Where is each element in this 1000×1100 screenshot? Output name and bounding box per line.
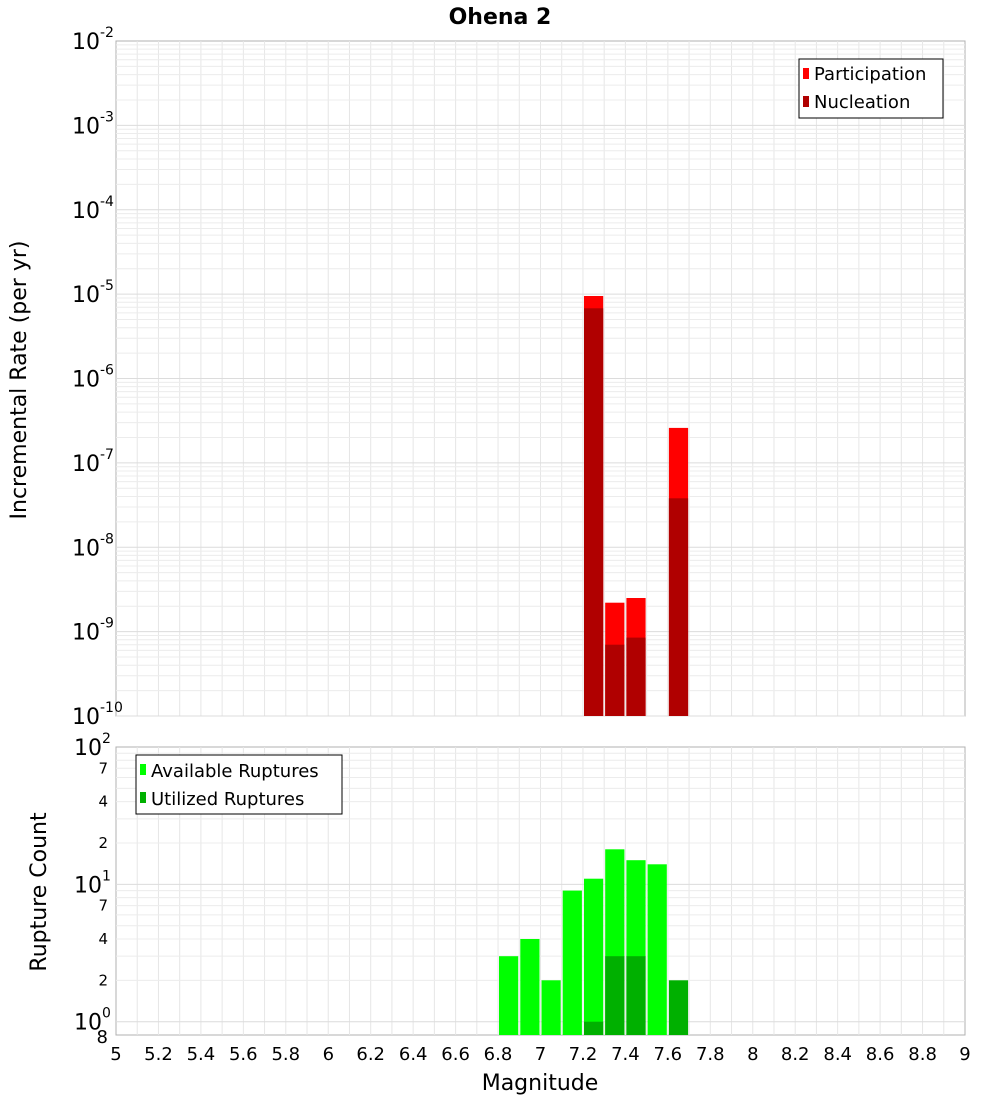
top-grid bbox=[116, 41, 965, 717]
y-tick-label: 10-9 bbox=[72, 616, 114, 646]
bottom-y-tick-labels: 102 101 100 7 4 2 7 4 2 8 bbox=[74, 731, 111, 1048]
count-bar-utilized-ruptures bbox=[584, 1021, 604, 1035]
x-tick-label: 7.2 bbox=[569, 1044, 598, 1065]
legend-label-available-ruptures: Available Ruptures bbox=[151, 761, 319, 782]
x-tick-label: 9 bbox=[959, 1044, 970, 1065]
legend-label-participation: Participation bbox=[814, 64, 926, 85]
top-y-axis-label: Incremental Rate (per yr) bbox=[7, 241, 32, 520]
y-tick-label-minor: 7 bbox=[98, 759, 108, 777]
x-tick-labels: 5 5.2 5.4 5.6 5.8 6 6.2 6.4 6.6 6.8 7 7.2 7.4 7.6 7.8 8… bbox=[110, 1044, 970, 1065]
y-tick-label: 10-2 bbox=[72, 25, 114, 55]
x-tick-label: 7.4 bbox=[611, 1044, 640, 1065]
y-tick-label-minor: 2 bbox=[98, 971, 108, 989]
count-bar-available-ruptures bbox=[541, 980, 561, 1035]
bottom-legend-box bbox=[135, 754, 343, 815]
bottom-bars bbox=[499, 849, 689, 1035]
y-tick-label-minor: 7 bbox=[98, 897, 108, 915]
x-tick-label: 6.6 bbox=[441, 1044, 470, 1065]
y-tick-label: 10-8 bbox=[72, 531, 114, 561]
y-tick-label: 10-5 bbox=[72, 278, 114, 308]
count-bar-utilized-ruptures bbox=[626, 956, 646, 1035]
y-tick-label: 101 bbox=[74, 868, 111, 898]
y-tick-label-minor: 8 bbox=[97, 1027, 108, 1048]
x-tick-label: 5.6 bbox=[229, 1044, 258, 1065]
count-bar-available-ruptures bbox=[647, 864, 667, 1035]
legend-swatch-nucleation bbox=[803, 96, 809, 107]
y-tick-label: 10-4 bbox=[72, 194, 114, 224]
x-tick-label: 5 bbox=[110, 1044, 121, 1065]
count-bar-available-ruptures bbox=[499, 956, 519, 1035]
y-tick-label: 100 bbox=[74, 1006, 111, 1036]
top-y-tick-labels: 10-2 10-3 10-4 10-5 10-6 10-7 10-8 10-9 10-10 bbox=[72, 25, 123, 730]
rate-bar-nucleation bbox=[584, 308, 604, 716]
legend-swatch-utilized-ruptures bbox=[140, 792, 146, 803]
x-tick-label: 8 bbox=[747, 1044, 758, 1065]
count-bar-utilized-ruptures bbox=[668, 980, 689, 1035]
chart-title: Ohena 2 bbox=[449, 5, 552, 30]
x-tick-label: 6.2 bbox=[356, 1044, 385, 1065]
rate-bar-nucleation bbox=[626, 637, 646, 716]
x-tick-label: 5.2 bbox=[144, 1044, 173, 1065]
y-tick-label-minor: 4 bbox=[98, 793, 108, 811]
x-tick-label: 8.4 bbox=[823, 1044, 852, 1065]
bottom-y-axis-label: Rupture Count bbox=[27, 812, 52, 972]
top-legend: Participation Nucleation bbox=[798, 58, 944, 119]
x-tick-label: 7.6 bbox=[653, 1044, 682, 1065]
y-tick-label: 102 bbox=[74, 731, 111, 761]
x-tick-label: 8.8 bbox=[908, 1044, 937, 1065]
count-bar-available-ruptures bbox=[562, 890, 582, 1035]
legend-label-nucleation: Nucleation bbox=[814, 92, 910, 113]
x-tick-label: 6.4 bbox=[399, 1044, 428, 1065]
x-tick-label: 5.4 bbox=[187, 1044, 216, 1065]
legend-swatch-participation bbox=[803, 68, 809, 79]
x-tick-label: 6.8 bbox=[484, 1044, 513, 1065]
y-tick-label: 10-7 bbox=[72, 447, 114, 477]
legend-label-utilized-ruptures: Utilized Ruptures bbox=[151, 789, 304, 810]
count-bar-available-ruptures bbox=[520, 939, 540, 1035]
x-tick-label: 7 bbox=[535, 1044, 546, 1065]
top-legend-box bbox=[798, 58, 944, 119]
y-tick-label: 10-6 bbox=[72, 363, 114, 393]
bottom-legend: Available Ruptures Utilized Ruptures bbox=[135, 754, 343, 815]
x-tick-label: 7.8 bbox=[696, 1044, 725, 1065]
rate-bar-nucleation bbox=[668, 498, 689, 716]
y-tick-label-minor: 4 bbox=[98, 930, 108, 948]
x-tick-label: 5.8 bbox=[271, 1044, 300, 1065]
y-tick-label: 10-10 bbox=[72, 700, 123, 730]
x-tick-label: 6 bbox=[323, 1044, 334, 1065]
y-tick-label-minor: 2 bbox=[98, 834, 108, 852]
x-axis-label: Magnitude bbox=[482, 1071, 599, 1096]
count-bar-utilized-ruptures bbox=[605, 956, 625, 1035]
y-tick-label: 10-3 bbox=[72, 109, 114, 139]
x-tick-label: 8.2 bbox=[781, 1044, 810, 1065]
top-plot-area: 10-2 10-3 10-4 10-5 10-6 10-7 10-8 10-9 10-10 bbox=[72, 25, 966, 730]
count-bar-available-ruptures bbox=[584, 878, 604, 1035]
rate-bar-nucleation bbox=[605, 644, 625, 716]
top-bars bbox=[584, 296, 689, 716]
x-tick-label: 8.6 bbox=[866, 1044, 895, 1065]
legend-swatch-available-ruptures bbox=[140, 764, 146, 775]
